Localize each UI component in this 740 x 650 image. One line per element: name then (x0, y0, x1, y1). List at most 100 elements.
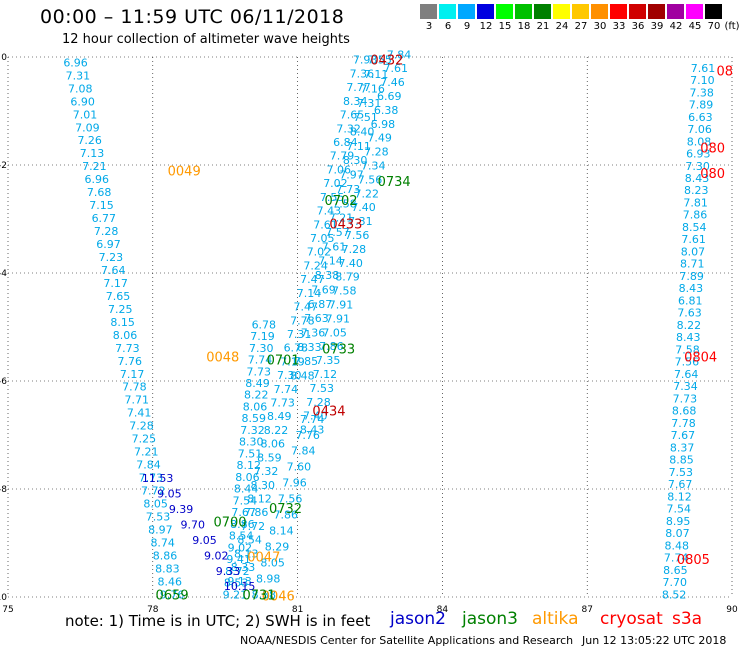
swh-value: 6.96 (63, 56, 88, 69)
swh-value: 7.13 (80, 147, 105, 160)
swh-value: 7.11 (364, 68, 389, 81)
swh-value: 7.60 (287, 461, 312, 474)
y-tick-label: -10 (0, 593, 7, 603)
swh-value: 8.54 (229, 530, 254, 543)
pass-time-labels: 0432 0433 0434 0734 0733 0732 0702 0701 0700 0659… (156, 54, 733, 605)
swh-value: 8.22 (264, 424, 289, 437)
swh-value: 7.56 (675, 356, 700, 369)
swh-value: 7.14 (297, 287, 322, 300)
swh-value: 8.48 (290, 370, 315, 383)
pass-time-label: 0048 (206, 351, 239, 366)
swh-value: 7.06 (327, 163, 352, 176)
x-tick-label: 78 (147, 605, 159, 615)
swh-value: 8.54 (237, 534, 262, 547)
swh-value: 7.40 (351, 201, 376, 214)
swh-value: 7.55 (320, 191, 345, 204)
swh-value: 8.74 (150, 536, 175, 549)
swh-value: 7.72 (141, 485, 166, 498)
swh-value: 7.02 (323, 177, 348, 190)
swh-value: 7.53 (309, 382, 334, 395)
pass-time-label: 0700 (213, 515, 246, 530)
swh-value: 7.78 (671, 417, 696, 430)
swh-value: 7.53 (146, 510, 171, 523)
x-tick-label: 75 (2, 605, 13, 615)
swh-value: 7.28 (94, 225, 119, 238)
swh-value: 8.86 (153, 549, 178, 562)
pass-time-label: 0732 (269, 502, 302, 517)
swh-value: 8.12 (236, 459, 261, 472)
swh-value: 7.73 (336, 183, 361, 196)
swh-value: 7.26 (77, 134, 102, 147)
swh-value: 7.31 (66, 69, 91, 82)
scale-label: 21 (536, 21, 550, 32)
swh-value: 7.85 (294, 355, 319, 368)
scale-swatch (458, 4, 475, 19)
mission-altika: altika (532, 609, 579, 629)
track-blue: 11.53 9.05 9.39 9.70 9.05 9.02 9.33 10.15 (142, 472, 256, 593)
swh-value: 7.73 (139, 472, 164, 485)
swh-value: 8.38 (315, 269, 340, 282)
swh-value: 7.36 (350, 67, 375, 80)
swh-value: 7.74 (300, 413, 325, 426)
swh-value: 7.09 (75, 121, 100, 134)
swh-value: 8.33 (297, 341, 322, 354)
swh-value: 7.64 (101, 264, 126, 277)
swh-value: 7.12 (313, 368, 338, 381)
swh-value: 7.86 (319, 340, 344, 353)
swh-value: 7.74 (274, 383, 299, 396)
swh-value: 7.08 (68, 82, 93, 95)
swh-value: 7.86 (683, 209, 708, 222)
scale-label: 9 (463, 21, 471, 32)
swh-value: 6.63 (688, 111, 713, 124)
swh-value: 8.08 (687, 135, 712, 148)
swh-value: 7.89 (679, 270, 704, 283)
swh-value: 8.43 (685, 172, 710, 185)
swh-value: 8.65 (663, 564, 688, 577)
footer-timestamp: Jun 12 13:05:22 UTC 2018 (582, 634, 727, 647)
swh-value: 7.67 (231, 506, 256, 519)
scale-label: 30 (593, 21, 607, 32)
mission-s3a: s3a (672, 609, 703, 629)
swh-value: 7.30 (277, 369, 302, 382)
pass-time-label: 0433 (329, 217, 362, 232)
track-jason-c: 7.847.617.466.696.386.987.497.287.347.56… (300, 48, 411, 436)
y-tick-label: 0 (1, 53, 7, 63)
track-west: 6.967.317.086.907.017.097.267.137.216.96… (63, 56, 184, 601)
swh-value: 9.21 (223, 588, 248, 601)
swh-tracks: 6.967.317.086.907.017.097.267.137.216.96… (63, 48, 715, 601)
swh-value: 7.28 (129, 420, 154, 433)
swh-value: 8.52 (662, 588, 687, 601)
swh-value: 7.55 (367, 54, 392, 67)
swh-value: 7.89 (689, 99, 714, 112)
swh-value: 7.31 (348, 215, 373, 228)
swh-value: 7.11 (346, 140, 371, 153)
swh-value: 8.12 (247, 493, 272, 506)
swh-value: 7.84 (136, 459, 161, 472)
swh-value: 7.84 (387, 48, 412, 61)
swh-value: 7.34 (673, 380, 698, 393)
swh-value: 9.76 (160, 588, 185, 601)
swh-value: 7.65 (106, 290, 131, 303)
swh-value: 8.07 (665, 527, 690, 540)
swh-value: 7.28 (364, 146, 389, 159)
page-title: 00:00 – 11:59 UTC 06/11/2018 (40, 6, 345, 28)
swh-value: 6.93 (686, 148, 711, 161)
swh-value: 8.40 (350, 125, 375, 138)
swh-value: 7.32 (254, 465, 279, 478)
pass-time-label: 0432 (370, 54, 403, 69)
swh-value: 9.05 (192, 534, 217, 547)
scale-label: 70 (707, 21, 721, 32)
swh-value: 7.73 (673, 392, 698, 405)
y-tick-label: -8 (0, 485, 7, 495)
swh-value: 7.56 (278, 493, 303, 506)
swh-value: 7.10 (690, 74, 715, 87)
mission-jason2: jason2 (390, 609, 446, 629)
swh-value: 7.51 (353, 111, 378, 124)
swh-value: 8.95 (666, 515, 691, 528)
swh-value: 7.61 (383, 62, 408, 75)
pass-time-label: 0734 (378, 175, 411, 190)
swh-value: 8.15 (110, 316, 135, 329)
scale-label: 33 (612, 21, 626, 32)
scale-label: 12 (479, 21, 493, 32)
